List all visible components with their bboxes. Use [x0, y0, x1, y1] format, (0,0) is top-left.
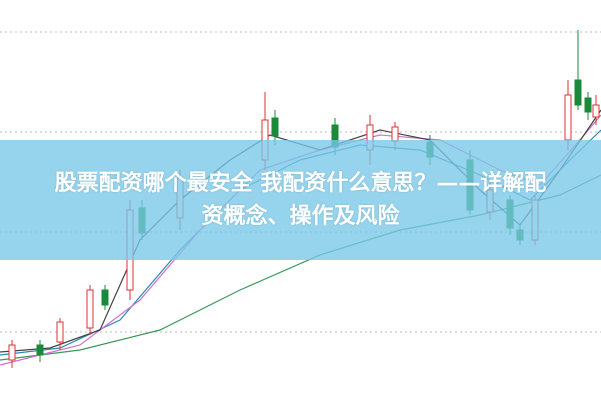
title-line: 股票配资哪个最安全 我配资什么意思？——详解配 — [54, 171, 547, 196]
title-line: 资概念、操作及风险 — [201, 204, 400, 229]
title-banner: 股票配资哪个最安全 我配资什么意思？——详解配 资概念、操作及风险 — [0, 140, 601, 260]
